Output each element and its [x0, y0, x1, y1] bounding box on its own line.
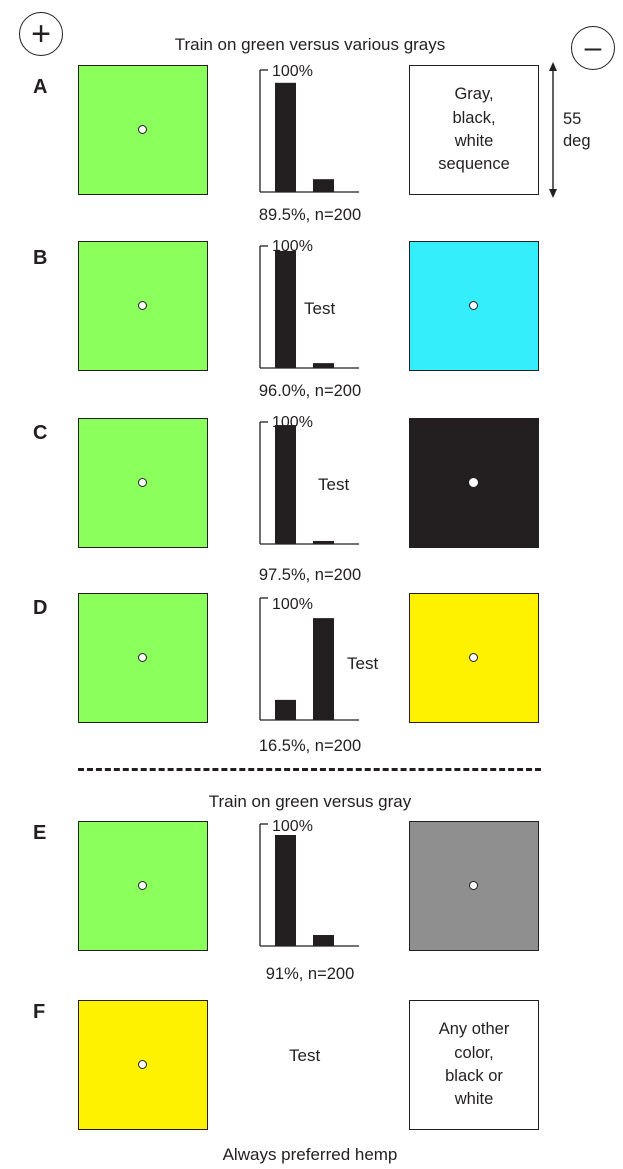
stat-label-c: 97.5%, n=200 [258, 566, 362, 584]
section-divider [78, 768, 541, 771]
fixation-dot [469, 301, 478, 310]
panel-label-a: A [33, 76, 48, 98]
percent-label-c: 100% [272, 414, 313, 431]
positive-stimulus-square-d [78, 593, 208, 723]
panel-label-b: B [33, 247, 48, 269]
bar-a-positive [275, 82, 296, 192]
title-mid: Train on green versus gray [208, 792, 412, 811]
fixation-dot [138, 125, 147, 134]
bar-b-negative [313, 363, 334, 368]
bar-e-negative [313, 935, 334, 946]
fixation-dot [469, 653, 478, 662]
gray-stimulus-square [409, 821, 539, 951]
black-stimulus-square [409, 418, 539, 548]
yellow-stimulus-square [409, 593, 539, 723]
caption-bottom: Always preferred hemp [222, 1145, 398, 1164]
positive-stimulus-square-c [78, 418, 208, 548]
percent-label-d: 100% [272, 596, 313, 613]
bar-e-positive [275, 834, 296, 946]
test-label-d: Test [347, 654, 379, 673]
bar-c-positive [275, 425, 296, 544]
bar-chart-b [259, 245, 359, 369]
positive-stimulus-square-a [78, 65, 208, 195]
cyan-stimulus-square [409, 241, 539, 371]
fixation-dot [469, 478, 478, 487]
positive-stimulus-square-b [78, 241, 208, 371]
fixation-dot [138, 881, 147, 890]
percent-label-b: 100% [272, 238, 313, 255]
size-arrow-icon [549, 62, 557, 198]
negative-stimulus-text-a: Gray, black, white sequence [409, 65, 539, 195]
test-label-b: Test [304, 299, 336, 318]
panel-label-c: C [33, 422, 48, 444]
stat-label-b: 96.0%, n=200 [258, 382, 362, 400]
minus-sign-icon: – [571, 26, 615, 70]
fixation-dot [138, 478, 147, 487]
fixation-dot [138, 653, 147, 662]
fixation-dot [138, 1060, 147, 1069]
percent-label-a: 100% [272, 63, 313, 80]
yellow-stimulus-square-f [78, 1000, 208, 1130]
stat-label-a: 89.5%, n=200 [258, 206, 362, 224]
stat-label-e: 91%, n=200 [265, 965, 355, 983]
panel-label-f: F [33, 1001, 46, 1023]
panel-label-d: D [33, 597, 48, 619]
title-top: Train on green versus various grays [174, 35, 446, 54]
bar-d-positive [275, 699, 296, 720]
positive-stimulus-square-e [78, 821, 208, 951]
panel-label-e: E [33, 822, 47, 844]
bar-chart-d [259, 597, 359, 721]
plus-sign-icon: + [19, 12, 63, 56]
stat-label-d: 16.5%, n=200 [258, 737, 362, 755]
test-label-f: Test [289, 1046, 321, 1065]
bar-c-negative [313, 540, 334, 544]
bar-d-negative [313, 618, 334, 720]
test-label-c: Test [318, 475, 350, 494]
percent-label-e: 100% [272, 818, 313, 835]
bar-b-positive [275, 250, 296, 368]
size-label: 55 deg [563, 110, 591, 151]
bar-chart-c [259, 421, 359, 545]
negative-stimulus-text-f: Any other color, black or white [409, 1000, 539, 1130]
bar-chart-a [259, 69, 359, 193]
bar-a-negative [313, 179, 334, 192]
bar-chart-e [259, 823, 359, 947]
fixation-dot [469, 881, 478, 890]
fixation-dot [138, 301, 147, 310]
